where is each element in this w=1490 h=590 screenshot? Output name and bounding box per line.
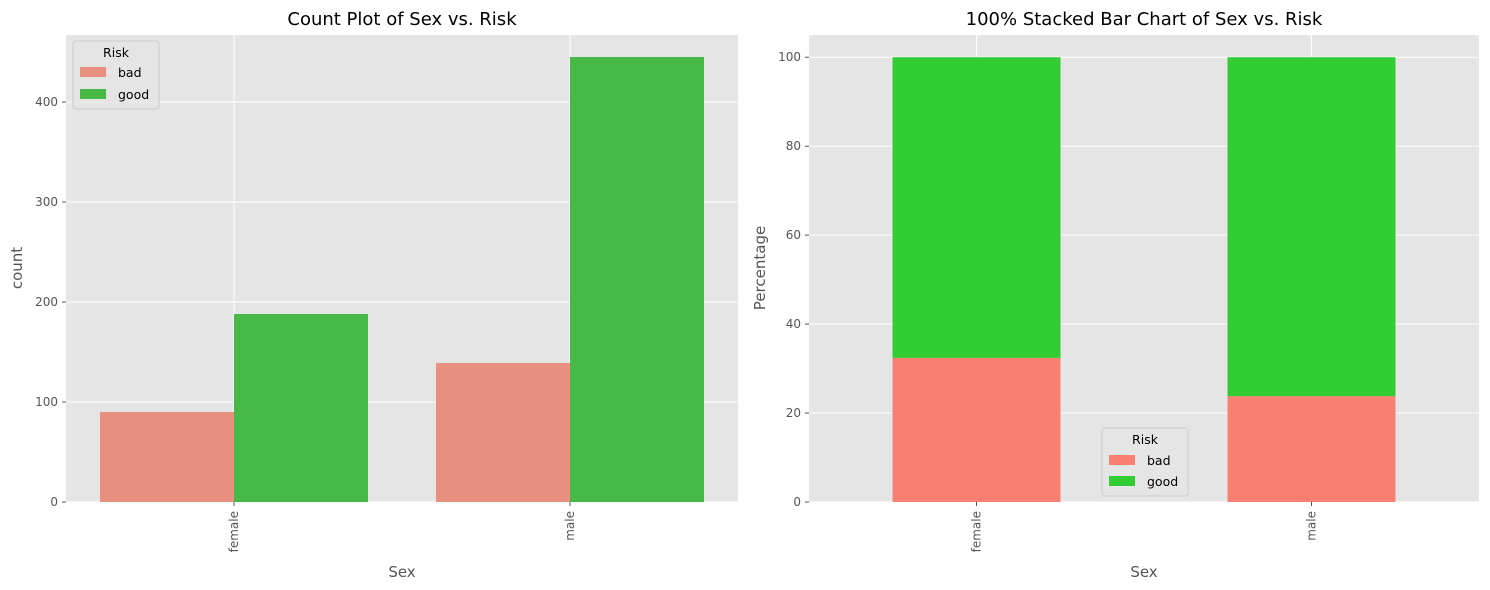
- x-tick-label-female: female: [227, 511, 241, 552]
- legend-label-good-right: good: [1147, 474, 1178, 489]
- bars-right: [892, 57, 1396, 502]
- x-tick-label-male: male: [563, 511, 577, 541]
- legend-label-bad-right: bad: [1147, 453, 1171, 468]
- y-ticks-left: 0 100 200 300 400: [35, 95, 66, 509]
- y-tick-label: 200: [35, 295, 58, 309]
- count-plot: 0 100 200 300 400 female male Count Plot of S…: [8, 9, 738, 581]
- y-tick-label: 0: [50, 495, 58, 509]
- chart-title-left: Count Plot of Sex vs. Risk: [287, 9, 517, 30]
- bar-female-bad: [892, 357, 1061, 502]
- x-ticks-left: female male: [227, 502, 577, 552]
- x-tick-label-female: female: [970, 511, 984, 552]
- x-tick-label-male: male: [1305, 511, 1319, 541]
- x-ticks-right: female male: [970, 502, 1319, 552]
- bar-male-good: [570, 57, 704, 502]
- bar-male-bad: [436, 363, 570, 502]
- y-tick-label: 80: [786, 139, 801, 153]
- legend-title-left: Risk: [103, 45, 130, 60]
- legend-label-good-left: good: [118, 87, 149, 102]
- legend-swatch-bad-left: [80, 67, 106, 77]
- y-axis-label-right: Percentage: [751, 226, 769, 310]
- bar-female-bad: [100, 412, 234, 502]
- y-tick-label: 100: [35, 395, 58, 409]
- y-tick-label: 400: [35, 95, 58, 109]
- y-tick-label: 40: [786, 317, 801, 331]
- y-tick-label: 60: [786, 228, 801, 242]
- legend-left: Risk bad good: [72, 40, 160, 110]
- bars-left: [100, 57, 704, 502]
- y-tick-label: 100: [778, 50, 801, 64]
- stacked-plot: 0 20 40 60 80 100 female male 100% Stacked Bar…: [751, 9, 1479, 581]
- bar-female-good: [892, 57, 1061, 358]
- bar-female-good: [234, 314, 368, 502]
- y-tick-label: 0: [793, 495, 801, 509]
- x-axis-label-right: Sex: [1130, 563, 1157, 581]
- y-tick-label: 20: [786, 406, 801, 420]
- bar-male-bad: [1227, 396, 1396, 502]
- y-axis-label-left: count: [8, 247, 26, 289]
- legend-swatch-good-right: [1109, 476, 1135, 486]
- y-ticks-right: 0 20 40 60 80 100: [778, 50, 809, 509]
- legend-right: Risk bad good: [1101, 427, 1189, 497]
- legend-swatch-bad-right: [1109, 455, 1135, 465]
- x-axis-label-left: Sex: [388, 563, 415, 581]
- y-tick-label: 300: [35, 195, 58, 209]
- legend-label-bad-left: bad: [118, 65, 142, 80]
- legend-swatch-good-left: [80, 89, 106, 99]
- legend-title-right: Risk: [1132, 432, 1159, 447]
- chart-title-right: 100% Stacked Bar Chart of Sex vs. Risk: [966, 9, 1323, 30]
- bar-male-good: [1227, 57, 1396, 397]
